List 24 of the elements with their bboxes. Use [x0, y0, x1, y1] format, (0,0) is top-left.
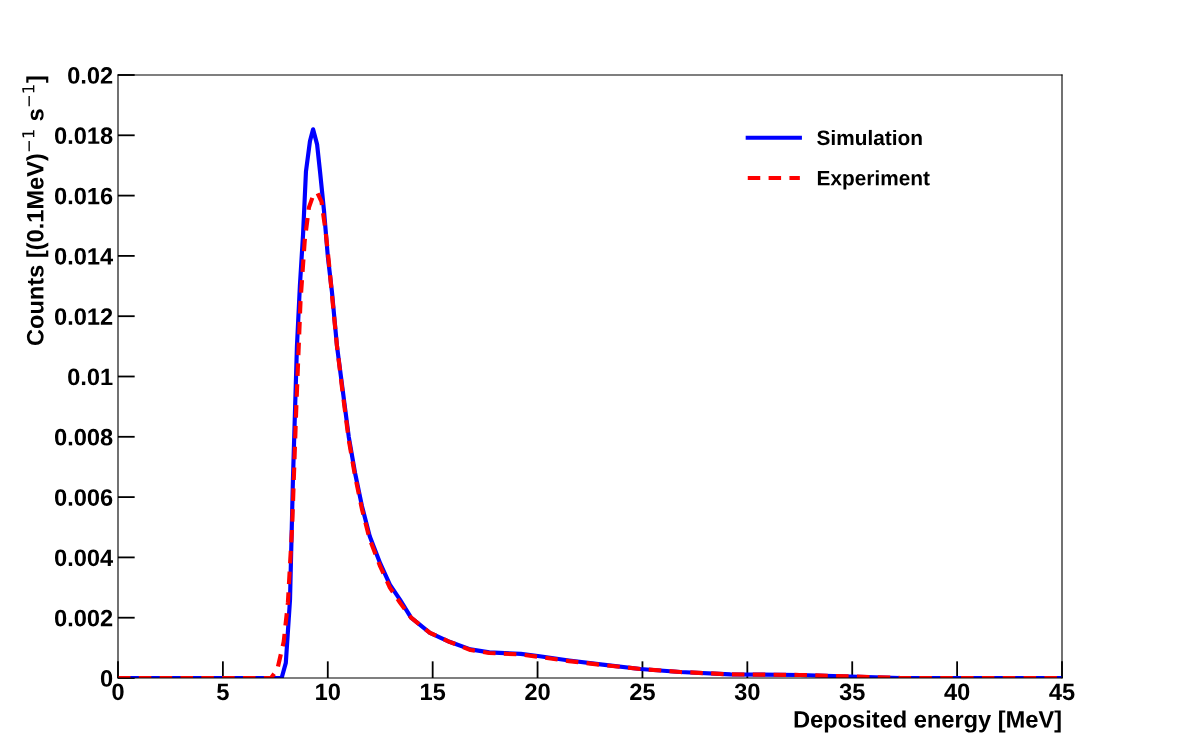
x-tick-label: 35	[839, 683, 865, 701]
y-tick-label: 0.018	[54, 127, 113, 145]
x-tick-label: 25	[630, 683, 655, 701]
y-tick-label: 0.014	[54, 247, 114, 265]
x-tick-label: 15	[421, 683, 446, 701]
y-tick-label: 0.004	[54, 549, 114, 567]
y-tick-label: 0.008	[54, 428, 113, 446]
y-tick-label: 0.006	[54, 489, 113, 506]
y-tick-label: 0	[100, 670, 113, 687]
x-tick-label: 20	[525, 683, 550, 701]
x-axis-title: Deposited energy [MeV]	[794, 710, 1061, 733]
y-tick-label: 0.002	[54, 609, 113, 627]
x-tick-label: 5	[217, 683, 229, 701]
y-tick-label: 0.02	[68, 67, 113, 84]
x-tick-label: 45	[1049, 683, 1075, 701]
legend-label: Experiment	[817, 170, 930, 190]
legend-label: Simulation	[817, 129, 922, 146]
x-tick-label: 10	[316, 683, 340, 701]
y-tick-label: 0.016	[54, 187, 113, 205]
y-axis-title: Counts [(0.1MeV)$^{−1}$ s$^{−1}$]	[22, 76, 49, 346]
y-tick-label: 0.012	[54, 308, 113, 325]
x-tick-label: 40	[944, 683, 970, 701]
x-tick-label: 30	[734, 683, 760, 701]
y-tick-label: 0.01	[68, 368, 113, 386]
